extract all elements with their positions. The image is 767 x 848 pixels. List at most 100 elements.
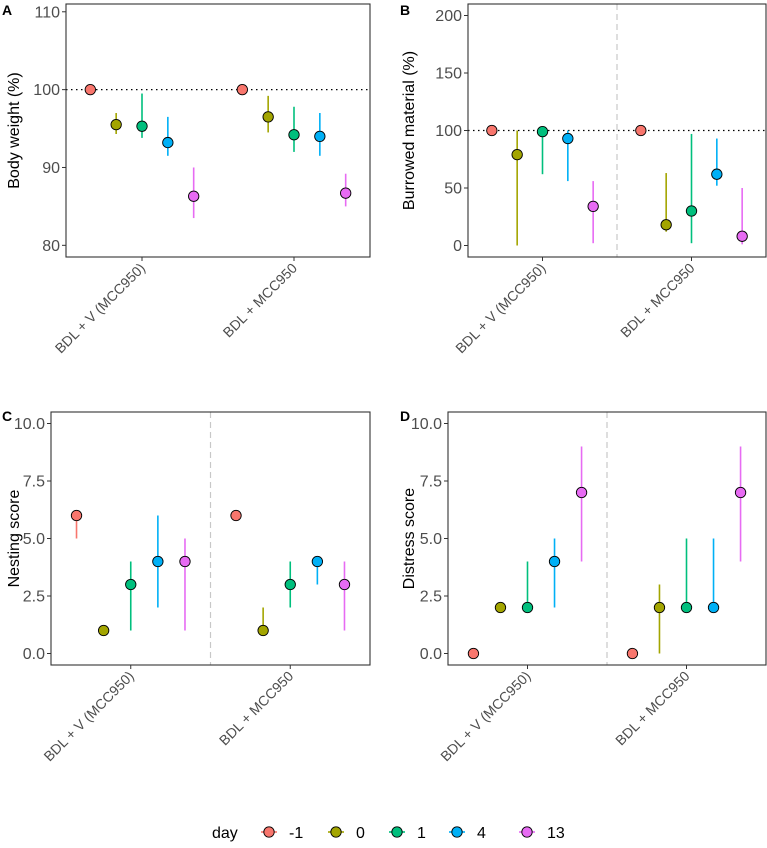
data-point [626,647,639,660]
legend-label: 0 [356,825,365,842]
panel-letter: D [400,408,410,424]
legend-key [521,826,533,838]
data-point [494,601,507,614]
y-tick-label: 90 [42,160,60,177]
legend-item: 1 [389,825,426,842]
x-tick-label: BDL + MCC950 [612,668,693,749]
panel-border [50,411,371,666]
y-tick-label: 50 [444,181,462,198]
data-point [162,136,174,149]
data-point [486,124,498,137]
panel-b: B Burrowed material (%) 0 50 100 150 200 BDL + … [400,2,767,356]
y-tick-label: 80 [42,238,60,255]
data-point [685,205,698,217]
data-point [230,509,242,522]
y-tick-label: 5.0 [420,531,442,548]
legend-item: -1 [261,825,303,842]
y-axis-title: Burrowed material (%) [401,51,418,210]
legend-key [391,826,403,838]
legend: day -1 0 1 4 13 [212,825,565,842]
data-point [136,120,148,132]
data-point [575,486,588,499]
y-tick-label: 100 [33,82,60,99]
data-point [338,578,351,591]
y-tick-label: 7.5 [23,474,45,491]
data-point [635,124,647,137]
y-tick-label: 150 [435,66,462,83]
y-tick-label: 5.0 [23,531,45,548]
y-tick-label: 2.5 [23,589,45,606]
x-tick-label: BDL + MCC950 [617,260,698,341]
data-point [711,168,723,180]
x-tick-label: BDL + MCC950 [216,668,297,749]
data-point [97,624,110,637]
legend-item: 13 [519,825,565,842]
y-tick-label: 0.0 [420,646,442,663]
y-tick-label: 200 [435,8,462,25]
data-point [511,148,523,161]
y-tick-label: 110 [34,4,60,21]
data-point [548,555,561,568]
y-tick-label: 10.0 [411,416,442,433]
data-point [521,601,534,614]
data-point [314,130,326,142]
data-point [257,624,269,637]
y-tick-label: 100 [435,123,462,140]
legend-item: 0 [328,825,365,842]
panel-border [467,3,767,258]
data-point [284,578,296,591]
legend-label: 13 [547,825,565,842]
data-point [736,230,748,242]
panel-border [447,411,767,666]
y-axis-title: Body weight (%) [6,72,23,189]
y-axis-title: Distress score [401,488,418,589]
data-point [587,200,599,213]
panel-border [65,3,371,258]
y-tick-label: 0 [453,238,462,255]
data-point [562,132,574,145]
legend-label: -1 [289,825,303,842]
panel-a: A Body weight (%) 80 90 100 110 BDL + V (MCC95… [2,2,371,356]
data-point [84,83,96,96]
data-point [707,601,720,614]
data-point [110,119,122,131]
panel-letter: B [400,2,410,18]
legend-key [451,826,463,838]
x-tick-label: BDL + V (MCC950) [452,260,548,356]
legend-key [330,826,342,838]
data-point [311,555,324,568]
panel-d: D Distress score 0.0 2.5 5.0 7.5 10.0 BDL + V (… [400,408,767,764]
x-tick-label: BDL + V (MCC950) [437,668,533,764]
data-point [152,555,164,568]
data-point [288,129,300,141]
data-point [680,601,693,614]
y-axis-title: Nesting score [6,489,23,587]
y-tick-label: 10.0 [14,416,45,433]
legend-label: 4 [477,825,486,842]
x-tick-label: BDL + V (MCC950) [52,260,148,356]
data-point [340,187,352,199]
data-point [70,509,83,522]
data-point [653,601,666,614]
legend-item: 4 [449,825,486,842]
panel-letter: C [2,408,12,424]
panel-letter: A [2,2,12,18]
data-point [660,219,672,231]
data-point [179,555,191,568]
data-point [536,125,549,138]
y-tick-label: 7.5 [420,474,442,491]
data-point [467,647,480,660]
data-point [188,190,200,202]
panel-c: C Nesting score 0.0 2.5 5.0 7.5 10.0 BDL + V (M… [2,408,371,764]
y-tick-label: 2.5 [420,589,442,606]
legend-label: 1 [417,825,426,842]
data-point [734,486,747,499]
x-tick-label: BDL + V (MCC950) [40,668,136,764]
data-point [262,111,274,123]
y-tick-label: 0.0 [23,646,45,663]
data-point [125,578,137,591]
legend-title: day [212,825,238,842]
x-tick-label: BDL + MCC950 [220,260,301,341]
data-point [236,83,248,96]
